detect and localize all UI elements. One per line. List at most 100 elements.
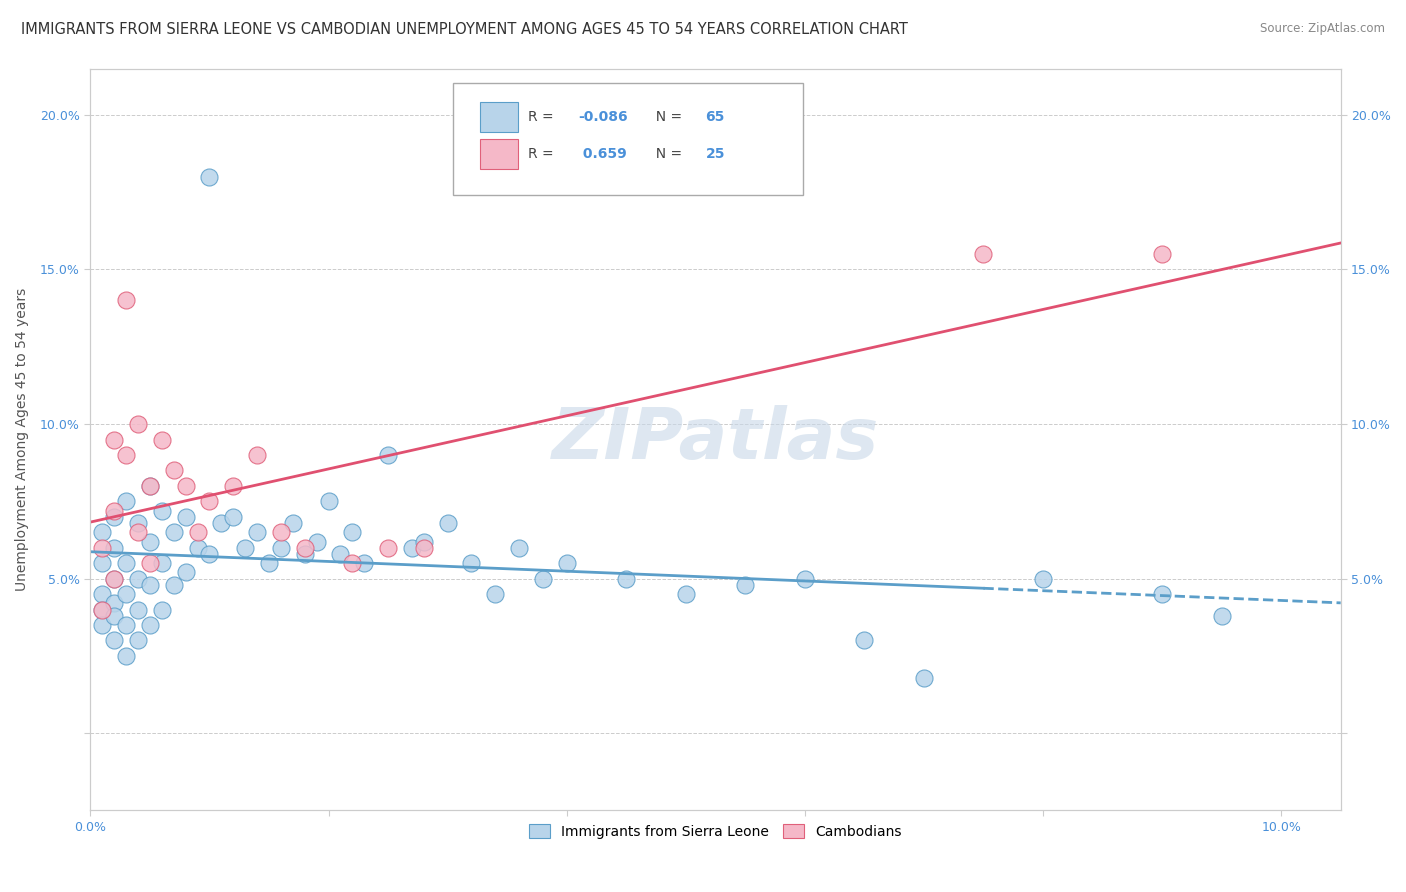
Point (139, 479, 162, 493)
Point (91, 602, 114, 616)
Bar (481, 102, 517, 132)
Point (329, 547, 352, 561)
Point (139, 578, 162, 592)
Point (115, 587, 138, 601)
Point (222, 509, 245, 524)
Text: R =: R = (529, 147, 558, 161)
Point (91, 587, 114, 601)
Point (91, 618, 114, 632)
Point (508, 541, 530, 555)
Point (1152, 587, 1174, 601)
Point (91, 602, 114, 616)
Point (139, 556, 162, 570)
Point (912, 671, 935, 685)
Point (103, 509, 125, 524)
Point (103, 433, 125, 447)
Point (233, 541, 256, 555)
Point (91, 556, 114, 570)
Point (115, 648, 138, 663)
Point (174, 509, 197, 524)
Point (127, 417, 149, 431)
Text: R =: R = (529, 110, 558, 124)
Point (436, 516, 458, 530)
Point (115, 618, 138, 632)
Point (163, 578, 186, 592)
Point (103, 572, 125, 586)
FancyBboxPatch shape (453, 83, 803, 194)
Point (163, 525, 186, 540)
Point (103, 633, 125, 648)
Point (103, 608, 125, 623)
Text: 65: 65 (706, 110, 725, 124)
Point (1032, 572, 1054, 586)
Point (198, 169, 221, 184)
Point (103, 541, 125, 555)
Point (412, 534, 434, 549)
Point (246, 525, 269, 540)
Bar (481, 139, 517, 169)
Point (198, 547, 221, 561)
Text: 0.659: 0.659 (578, 147, 627, 161)
Point (401, 541, 423, 555)
Point (127, 602, 149, 616)
Point (127, 633, 149, 648)
Point (150, 503, 173, 517)
Y-axis label: Unemployment Among Ages 45 to 54 years: Unemployment Among Ages 45 to 54 years (15, 288, 30, 591)
Text: N =: N = (647, 110, 686, 124)
Point (531, 572, 554, 586)
Point (150, 556, 173, 570)
Point (270, 541, 292, 555)
Point (127, 572, 149, 586)
Point (353, 556, 375, 570)
Point (555, 556, 578, 570)
Point (412, 541, 434, 555)
Point (187, 541, 209, 555)
Point (91, 541, 114, 555)
Point (305, 534, 328, 549)
Point (294, 541, 316, 555)
Point (103, 572, 125, 586)
Legend: Immigrants from Sierra Leone, Cambodians: Immigrants from Sierra Leone, Cambodians (524, 819, 907, 845)
Point (115, 494, 138, 508)
Point (246, 448, 269, 462)
Point (103, 596, 125, 610)
Point (115, 556, 138, 570)
Point (209, 516, 232, 530)
Text: -0.086: -0.086 (578, 110, 627, 124)
Point (853, 633, 876, 648)
Point (127, 516, 149, 530)
Point (1152, 247, 1174, 261)
Point (115, 293, 138, 308)
Point (163, 463, 186, 477)
Point (174, 566, 197, 580)
Point (139, 534, 162, 549)
Point (174, 479, 197, 493)
Text: 25: 25 (706, 147, 725, 161)
Point (342, 556, 364, 570)
Point (187, 525, 209, 540)
Point (318, 494, 340, 508)
Point (257, 556, 280, 570)
Point (484, 587, 506, 601)
Point (150, 602, 173, 616)
Point (1211, 608, 1233, 623)
Text: IMMIGRANTS FROM SIERRA LEONE VS CAMBODIAN UNEMPLOYMENT AMONG AGES 45 TO 54 YEARS: IMMIGRANTS FROM SIERRA LEONE VS CAMBODIA… (21, 22, 908, 37)
Point (294, 547, 316, 561)
Point (139, 618, 162, 632)
Point (139, 479, 162, 493)
Point (460, 556, 482, 570)
Text: Source: ZipAtlas.com: Source: ZipAtlas.com (1260, 22, 1385, 36)
Text: N =: N = (647, 147, 686, 161)
Point (972, 247, 994, 261)
Point (115, 448, 138, 462)
Point (377, 448, 399, 462)
Point (127, 525, 149, 540)
Point (793, 572, 815, 586)
Point (91, 525, 114, 540)
Point (270, 525, 292, 540)
Point (734, 578, 756, 592)
Text: ZIPatlas: ZIPatlas (553, 405, 879, 474)
Point (614, 572, 637, 586)
Point (675, 587, 697, 601)
Point (222, 479, 245, 493)
